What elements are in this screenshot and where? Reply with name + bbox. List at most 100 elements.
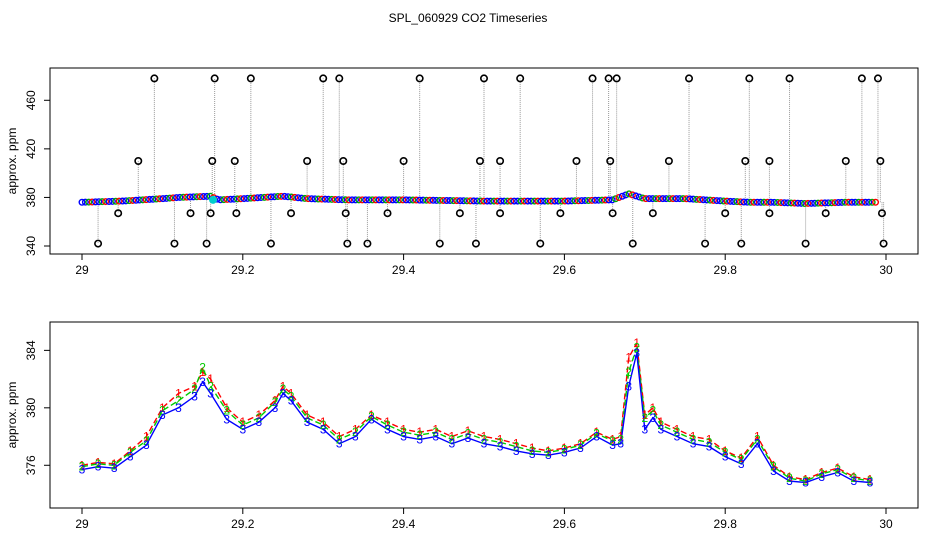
spike-point [556, 209, 565, 218]
bottom-y-tick-label: 380 [24, 397, 38, 417]
baseline-point [264, 193, 272, 201]
series-2-point-label: 2 [593, 427, 600, 441]
baseline-point [824, 199, 832, 207]
spike-point [841, 157, 850, 166]
baseline-point [436, 196, 444, 204]
spike-point [801, 239, 810, 248]
series-3-point-label: 3 [658, 422, 665, 436]
baseline-point [429, 196, 437, 204]
baseline-point [821, 199, 829, 207]
spike-point [114, 209, 123, 218]
spike-point [785, 74, 794, 83]
baseline-point [139, 196, 147, 204]
spike-point [210, 74, 219, 83]
baseline-point [625, 190, 633, 198]
series-2-point-label: 2 [175, 394, 182, 408]
figure-title: SPL_060929 CO2 Timeseries [389, 11, 548, 25]
series-1-point-label: 1 [465, 424, 472, 438]
baseline-point [780, 199, 788, 207]
bottom-x-tick-label: 29.8 [714, 517, 738, 531]
series-2-point-label: 2 [432, 425, 439, 439]
series-2-point-label: 2 [633, 340, 640, 354]
spike-point [701, 239, 710, 248]
spike-point [208, 157, 217, 166]
top-panel: approx. ppm 29 29.2 29.4 29.6 29.8 30 340 380 42… [5, 67, 919, 277]
series-3-point-label: 3 [400, 430, 407, 444]
baseline-point [422, 196, 430, 204]
baseline-point [112, 197, 120, 205]
baseline-point [581, 197, 589, 205]
series-2-point-label: 2 [529, 444, 536, 458]
series-1-point-label: 1 [95, 455, 102, 469]
baseline-point [814, 199, 822, 207]
baseline-point [578, 197, 586, 205]
baseline-point [85, 198, 93, 206]
baseline-point [682, 195, 690, 203]
baseline-point [672, 195, 680, 203]
series-2-point-label: 2 [834, 463, 841, 477]
baseline-point [834, 199, 842, 207]
series-1-point-label: 1 [577, 437, 584, 451]
series-2-point-label: 2 [111, 458, 118, 472]
spike-point [383, 209, 392, 218]
baseline-point [547, 197, 555, 205]
top-x-tick-label: 29.6 [553, 263, 577, 277]
baseline-point [564, 197, 572, 205]
baseline-point [98, 198, 106, 206]
baseline-point [676, 195, 684, 203]
series-3-point-label: 3 [239, 422, 246, 436]
series-2-point-label: 2 [159, 404, 166, 418]
baseline-point [709, 196, 717, 204]
baseline-point [791, 199, 799, 207]
baseline-point [304, 195, 312, 203]
spike-point [479, 74, 488, 83]
baseline-point [851, 198, 859, 206]
series-2-point-label: 2 [384, 418, 391, 432]
baseline-point [720, 197, 728, 205]
spike-point [399, 157, 408, 166]
baseline-point [287, 193, 295, 201]
spike-point [246, 74, 255, 83]
series-3-point-label: 3 [191, 389, 198, 403]
baseline-point [419, 196, 427, 204]
baseline-point [220, 196, 228, 204]
baseline-point [412, 196, 420, 204]
series-1-point-label: 1 [352, 422, 359, 436]
series-2-point-label: 2 [577, 438, 584, 452]
series-3-point-label: 3 [818, 470, 825, 484]
baseline-point [254, 194, 262, 202]
series-3-point-label: 3 [465, 431, 472, 445]
series-2-point-label: 2 [481, 432, 488, 446]
series-1-point-label: 1 [561, 441, 568, 455]
series-1-point-label: 1 [336, 430, 343, 444]
baseline-point [173, 194, 181, 202]
spike-point [765, 209, 774, 218]
spike-point [765, 157, 774, 166]
baseline-point [328, 195, 336, 203]
series-3-point-label: 3 [79, 463, 86, 477]
baseline-point [169, 194, 177, 202]
series-3-point-label: 3 [867, 476, 874, 490]
baseline-point [520, 197, 528, 205]
baseline-point [200, 192, 208, 200]
series-2-point-label: 2 [802, 474, 809, 488]
spike-point [475, 157, 484, 166]
series-3-point-label: 3 [320, 422, 327, 436]
series-2-point-label: 2 [658, 418, 665, 432]
baseline-point [666, 195, 674, 203]
baseline-point [770, 198, 778, 206]
series-3-point-label: 3 [223, 412, 230, 426]
baseline-point [774, 198, 782, 206]
series-3-point-label: 3 [95, 460, 102, 474]
spike-point [588, 74, 597, 83]
series-2-point-label: 2 [199, 361, 206, 375]
series-3-point-label: 3 [159, 408, 166, 422]
series-2-point-label: 2 [561, 442, 568, 456]
series-2-point-label: 2 [191, 382, 198, 396]
spike-point [608, 209, 617, 218]
baseline-point [510, 197, 518, 205]
baseline-point [189, 193, 197, 201]
series-3-point-label: 3 [272, 401, 279, 415]
baseline-point [733, 198, 741, 206]
spike-point [266, 239, 275, 248]
